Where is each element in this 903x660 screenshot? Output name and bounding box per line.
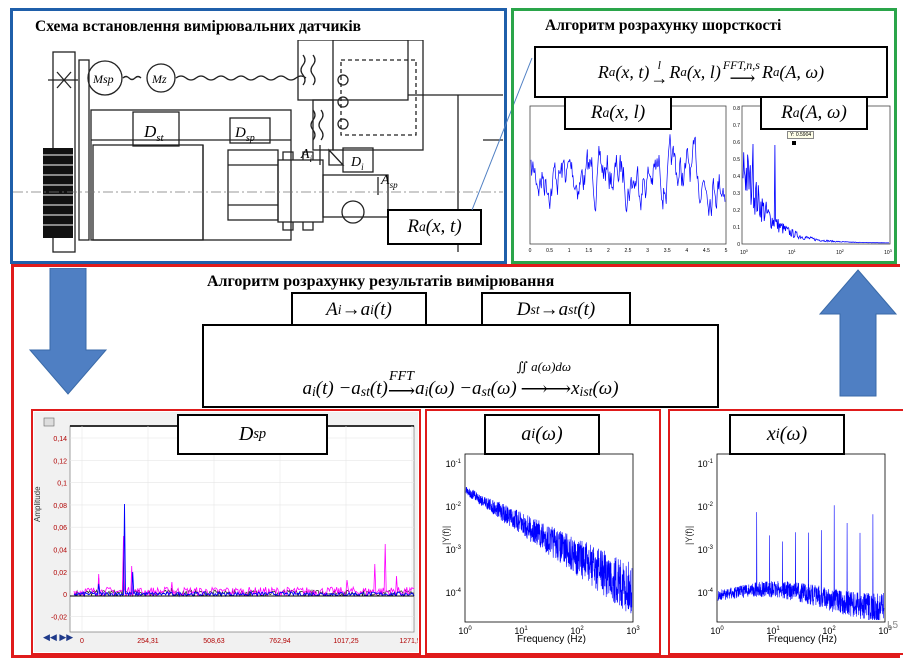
tick-label: 1 xyxy=(568,248,571,254)
tick-label: 0,14 xyxy=(53,436,67,443)
tick-label: 3 xyxy=(646,248,649,254)
tick-label: 10-1 xyxy=(446,459,462,469)
tick-label: 0.2 xyxy=(733,208,740,214)
tick-label: 10-2 xyxy=(446,502,462,512)
tick-label: 10-2 xyxy=(698,502,714,512)
tick-label: 0 xyxy=(529,248,532,254)
main-formula-box: a i (t) − a st (t) FFT ⟶ a i (ω) − a st (ω) ∬ a(ω… xyxy=(202,324,719,408)
xi-ylabel: |Y(f)| xyxy=(684,525,694,545)
msp-label: Msp xyxy=(92,72,114,86)
tick-label: 254,31 xyxy=(137,638,159,645)
ai-panel xyxy=(425,409,661,655)
tick-label: 103 xyxy=(878,626,892,636)
dsp-ylabel: Amplitude xyxy=(33,486,42,522)
xi-xlabel: Frequency (Hz) xyxy=(768,634,837,645)
connector-line xyxy=(471,57,533,211)
tick-label: 101 xyxy=(766,626,780,636)
down-arrow xyxy=(28,268,108,395)
tick-label: 0,12 xyxy=(53,458,67,465)
tick-label: 100 xyxy=(458,626,472,636)
xi-corner-label: L5 xyxy=(887,620,899,631)
dsp-panel xyxy=(31,409,421,655)
tick-label: 0,08 xyxy=(53,503,67,510)
tick-label: 0.1 xyxy=(733,225,740,231)
tick-label: 0.8 xyxy=(733,106,740,112)
measurement-title: Алгоритм розрахунку результатів вимірюва… xyxy=(207,273,555,290)
roughness-panel xyxy=(511,8,897,264)
ai-ylabel: |Y(f)| xyxy=(441,525,451,545)
tick-label: 762,94 xyxy=(269,638,291,645)
tick-label: 0.5 xyxy=(546,248,553,254)
tick-label: 508,63 xyxy=(203,638,225,645)
tick-label: 102 xyxy=(570,626,584,636)
tick-label: 5 xyxy=(725,248,728,254)
tick-label: 3.5 xyxy=(664,248,671,254)
tick-label: 1.5 xyxy=(585,248,592,254)
tick-label: 2.5 xyxy=(625,248,632,254)
tick-label: 4.5 xyxy=(703,248,710,254)
datatip-marker xyxy=(792,141,796,145)
machine-drawing: Msp Mz Dst Dsp Ai Di Asp xyxy=(13,40,503,253)
tick-label: 10-4 xyxy=(446,588,462,598)
tick-label: 10-4 xyxy=(698,588,714,598)
tick-label: 2 xyxy=(607,248,610,254)
dsp-plot: ◀◀ ▶▶ 0,14 0,12 0,1 0,08 0,06 0,04 0,02 0 -0,02 0… xyxy=(34,412,418,652)
tick-label: 0 xyxy=(737,242,740,248)
tick-label: 101 xyxy=(788,248,797,256)
xi-plot: 10-1 10-2 10-3 10-4 100 101 102 103 xyxy=(698,453,892,636)
tick-label: 0,06 xyxy=(53,525,67,532)
xi-panel xyxy=(668,409,903,655)
tick-label: 102 xyxy=(836,248,845,256)
tick-label: 1017,25 xyxy=(333,638,358,645)
tick-label: 10-1 xyxy=(698,459,714,469)
scheme-title: Схема встановлення вимірювальних датчикі… xyxy=(35,18,362,35)
tick-label: 0 xyxy=(80,638,84,645)
tick-label: 100 xyxy=(740,248,749,256)
dsp-label: Dsp xyxy=(234,125,255,144)
tick-label: 102 xyxy=(822,626,836,636)
tick-label: 103 xyxy=(626,626,640,636)
ai-label-box: a i (ω) xyxy=(484,414,600,455)
dst-label: Dst xyxy=(143,122,165,144)
tick-label: 10-3 xyxy=(446,545,462,555)
tick-label: 1271,57 xyxy=(399,638,418,645)
tick-label: 103 xyxy=(884,248,893,256)
ai-label: Ai xyxy=(300,147,313,164)
asp-label: Asp xyxy=(380,173,398,190)
xi-label-box: x i (ω) xyxy=(729,414,845,455)
tick-label: 0.7 xyxy=(733,123,740,129)
measurement-panel xyxy=(11,264,900,658)
tick-label: 10-3 xyxy=(698,545,714,555)
ai-xlabel: Frequency (Hz) xyxy=(517,634,586,645)
roughness-title: Алгоритм розрахунку шорсткості xyxy=(545,17,782,34)
tick-label: 0.3 xyxy=(733,191,740,197)
di-label: Di xyxy=(350,155,364,172)
scheme-panel xyxy=(10,8,507,264)
tick-label: 0.4 xyxy=(733,174,740,180)
nav-arrows: ◀◀ ▶▶ xyxy=(43,632,73,642)
mz-label: Mz xyxy=(151,72,167,86)
tick-label: 100 xyxy=(710,626,724,636)
tick-label: -0,02 xyxy=(51,614,67,621)
up-arrow xyxy=(818,269,898,397)
tick-label: 4 xyxy=(685,248,688,254)
tick-label: 0.6 xyxy=(733,140,740,146)
tick-label: 101 xyxy=(514,626,528,636)
ai-plot: 10-1 10-2 10-3 10-4 100 101 102 103 xyxy=(446,453,640,636)
tick-label: 0.5 xyxy=(733,157,740,163)
tick-label: 0,04 xyxy=(53,548,67,555)
tick-label: 0,1 xyxy=(57,481,67,488)
tick-label: 0 xyxy=(63,592,67,599)
datatip: Y: 0.5904 xyxy=(787,131,815,139)
tick-label: 0,02 xyxy=(53,570,67,577)
